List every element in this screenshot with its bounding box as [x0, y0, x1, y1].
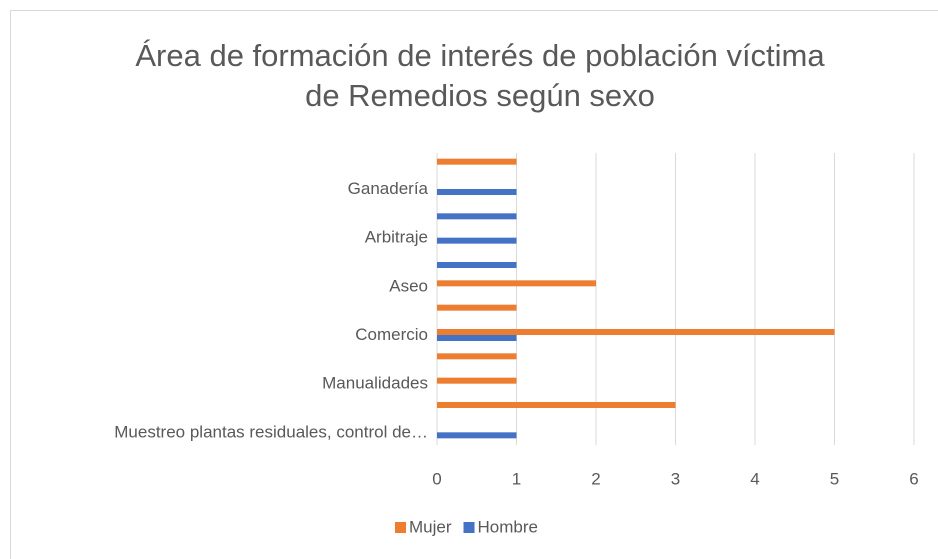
bar	[437, 377, 517, 384]
x-tick-label: 0	[432, 469, 441, 488]
bar	[437, 158, 517, 165]
bar	[437, 280, 596, 287]
bar	[437, 262, 517, 268]
x-tick-label: 1	[512, 469, 521, 488]
bar	[437, 213, 517, 220]
x-tick-label: 2	[591, 469, 600, 488]
bar	[437, 189, 517, 195]
chart-title: Área de formación de interés de població…	[135, 38, 825, 113]
bar	[437, 237, 517, 244]
legend-label: Hombre	[478, 517, 538, 536]
y-tick-label: Manualidades	[322, 374, 428, 393]
bar	[437, 329, 835, 335]
legend-swatch	[463, 522, 475, 533]
legend-swatch	[395, 522, 406, 533]
x-tick-label: 5	[830, 469, 839, 488]
bar	[437, 402, 676, 408]
legend-label: Mujer	[409, 517, 452, 536]
bar	[437, 304, 517, 311]
x-tick-label: 6	[909, 469, 918, 488]
bar	[437, 335, 517, 341]
y-tick-label: Aseo	[389, 276, 428, 295]
bar	[437, 353, 517, 360]
y-tick-label: Comercio	[355, 325, 428, 344]
y-tick-label: Arbitraje	[365, 228, 428, 247]
y-tick-label: Muestreo plantas residuales, control de…	[114, 422, 428, 441]
y-tick-label: Ganadería	[348, 179, 429, 198]
x-tick-label: 4	[750, 469, 759, 488]
x-tick-label: 3	[671, 469, 680, 488]
bar	[437, 432, 517, 439]
